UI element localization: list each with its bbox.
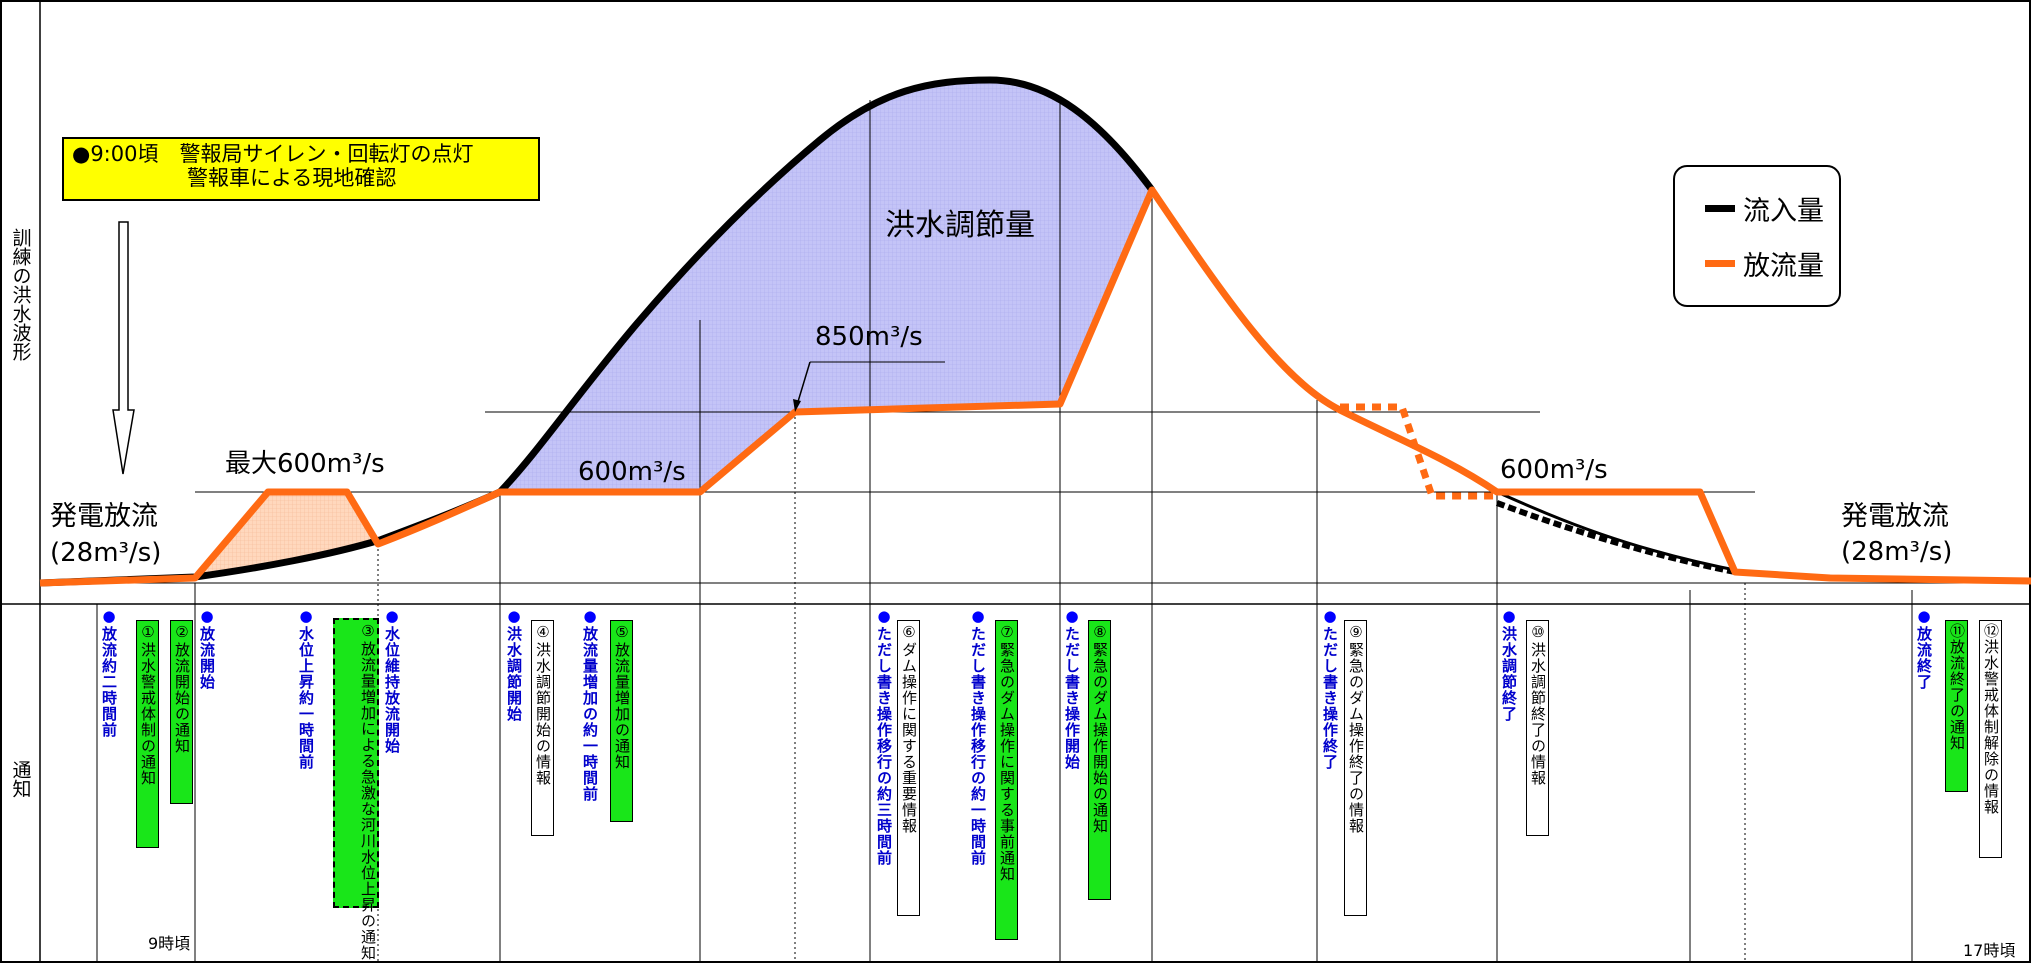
label-level600-a: 600m³/s bbox=[578, 457, 686, 487]
label-power-release-left: 発電放流 bbox=[50, 501, 158, 532]
inflow-dashed-recession bbox=[1495, 500, 1736, 575]
notice-box-n16: ⑦緊急のダム操作に関する事前通知 bbox=[995, 620, 1018, 940]
time-label-start: 9時頃 bbox=[148, 934, 191, 953]
notice-text-n21: ●洪水調節終了 bbox=[1500, 607, 1518, 722]
notice-line-1: ●9:00頃 警報局サイレン・回転灯の点灯 bbox=[72, 142, 474, 166]
label-flood-control: 洪水調節量 bbox=[885, 208, 1035, 243]
notice-box-n18: ⑧緊急のダム操作開始の通知 bbox=[1088, 620, 1111, 900]
vertical-timelines bbox=[96, 100, 1913, 963]
notice-box-n6-line1: ③放流量増加による急激な bbox=[359, 622, 377, 817]
notice-text-n23: ●放流終了 bbox=[1915, 607, 1933, 690]
label-power-release-left-value: (28m³/s) bbox=[50, 538, 162, 568]
arrow-850 bbox=[796, 361, 811, 406]
legend: 流入量 放流量 bbox=[1673, 165, 1841, 307]
release-increase-area bbox=[195, 492, 378, 576]
down-arrow-icon bbox=[112, 221, 135, 475]
label-level850: 850m³/s bbox=[815, 322, 923, 352]
notice-text-n4: ●放流開始 bbox=[198, 607, 216, 690]
label-power-release-right-value: (28m³/s) bbox=[1841, 537, 1953, 567]
section-label-waveform: 訓練の洪水波形 bbox=[9, 228, 32, 361]
vertical-timelines-dotted bbox=[377, 412, 1746, 963]
notice-text-n13: ●ただし書き操作移行の約三時間前 bbox=[875, 607, 893, 866]
notice-box-n6-line2: 河川水位上昇の通知 bbox=[359, 817, 377, 961]
notice-text-n19: ●ただし書き操作終了 bbox=[1321, 607, 1339, 770]
notice-box-n20: ⑨緊急のダム操作終了の情報 bbox=[1344, 620, 1367, 916]
notice-box-n6: ③放流量増加による急激な河川水位上昇の通知 bbox=[333, 618, 379, 961]
legend-outflow-label: 放流量 bbox=[1743, 251, 1824, 282]
notice-line-2: 警報車による現地確認 bbox=[187, 166, 397, 190]
legend-outflow-swatch bbox=[1705, 260, 1735, 267]
notice-box-n10: ④洪水調節開始の情報 bbox=[531, 620, 554, 836]
notice-text-n17: ●ただし書き操作開始 bbox=[1063, 607, 1081, 770]
notice-box-n22: ⑩洪水調節終了の情報 bbox=[1526, 620, 1549, 836]
flood-control-area bbox=[500, 80, 1152, 492]
label-max600: 最大600m³/s bbox=[225, 449, 385, 479]
notice-text-n11: ●放流量増加の約一時間前 bbox=[581, 607, 599, 802]
notice-box-n12: ⑤放流量増加の通知 bbox=[610, 620, 633, 822]
label-power-release-right: 発電放流 bbox=[1841, 501, 1949, 532]
notice-text-n15: ●ただし書き操作移行の約一時間前 bbox=[969, 607, 987, 866]
arrow-850-head bbox=[793, 399, 801, 412]
notice-text-n9: ●洪水調節開始 bbox=[505, 607, 523, 722]
label-level600-b: 600m³/s bbox=[1500, 455, 1608, 485]
notice-box-n25: ⑫洪水警戒体制解除の情報 bbox=[1979, 620, 2002, 858]
time-label-end: 17時頃 bbox=[1963, 941, 2016, 960]
legend-inflow: 流入量 bbox=[1705, 189, 1824, 228]
section-label-notification: 通知 bbox=[9, 760, 32, 798]
legend-inflow-swatch bbox=[1705, 205, 1735, 212]
notice-text-n5: ●水位上昇約一時間前 bbox=[297, 607, 315, 770]
notice-box-n14: ⑥ダム操作に関する重要情報 bbox=[897, 620, 920, 916]
notice-text-n1: ●放流約二時間前 bbox=[100, 607, 118, 738]
notice-box-n24: ⑪放流終了の通知 bbox=[1945, 620, 1968, 792]
notice-text-n8: ●水位維持放流開始 bbox=[383, 607, 401, 754]
notice-box-n2: ①洪水警戒体制の通知 bbox=[136, 620, 159, 848]
legend-outflow: 放流量 bbox=[1705, 244, 1824, 283]
alert-notice-box: ●9:00頃 警報局サイレン・回転灯の点灯 警報車による現地確認 bbox=[62, 137, 540, 201]
outflow-curve bbox=[39, 186, 2031, 587]
notice-box-n3: ②放流開始の通知 bbox=[170, 620, 193, 804]
legend-inflow-label: 流入量 bbox=[1743, 196, 1824, 227]
